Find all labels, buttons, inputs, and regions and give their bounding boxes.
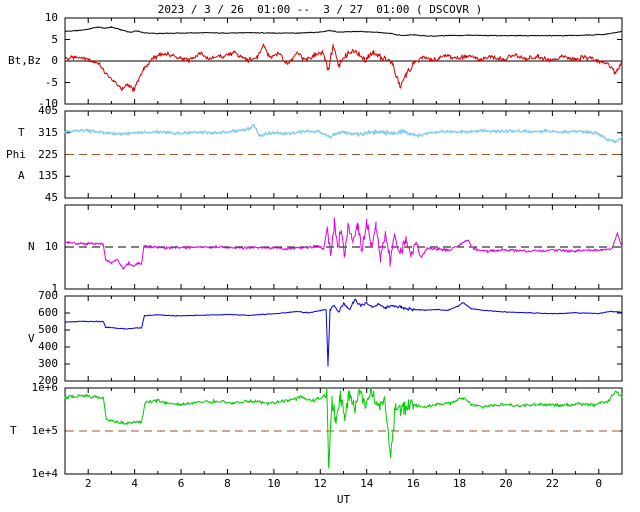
x-tick-label: 10 xyxy=(267,477,281,490)
series-phi-line xyxy=(64,123,623,144)
series-v-line xyxy=(64,298,623,367)
panel-frame xyxy=(64,295,623,382)
series-n-line xyxy=(64,217,623,270)
x-tick-label: 8 xyxy=(224,477,231,490)
series-bt-line xyxy=(64,26,623,37)
panel-temperature xyxy=(64,387,623,475)
y-tick-label: 200 xyxy=(38,374,58,387)
y-tick-label: 1 xyxy=(51,282,58,295)
x-axis-label: UT xyxy=(336,493,351,506)
axis-label-n: N xyxy=(28,240,35,253)
x-tick-label: 4 xyxy=(131,477,138,490)
y-tick-label: 225 xyxy=(38,147,58,161)
axis-label-t: T xyxy=(18,125,25,139)
series-t-line xyxy=(64,387,623,469)
y-tick-label: 135 xyxy=(38,169,58,183)
y-tick-label: 10 xyxy=(44,240,58,253)
y-tick-label: 0 xyxy=(51,54,58,67)
panel-speed xyxy=(64,295,623,382)
axis-label-a: A xyxy=(18,169,25,183)
x-tick-label: 12 xyxy=(313,477,327,490)
chart-title: 2023 / 3 / 26 01:00 -- 3 / 27 01:00 ( DS… xyxy=(157,3,483,16)
panel-bt-bz xyxy=(64,17,623,105)
y-tick-label: 400 xyxy=(38,340,58,353)
x-tick-label: 2 xyxy=(84,477,92,490)
y-tick-label: 1e+6 xyxy=(31,381,59,394)
y-tick-label: 315 xyxy=(38,125,58,139)
y-tick-label: 45 xyxy=(44,191,58,204)
x-tick-label: 0 xyxy=(595,477,603,490)
x-tick-label: 14 xyxy=(360,477,374,490)
series-bz-line xyxy=(64,43,623,93)
y-tick-label: 300 xyxy=(38,357,58,370)
x-tick-label: 6 xyxy=(177,477,185,490)
y-tick-label: -5 xyxy=(44,75,58,89)
panel-phi xyxy=(64,110,623,199)
y-tick-label: 405 xyxy=(38,104,58,117)
y-tick-label: 700 xyxy=(38,289,58,302)
x-tick-label: 16 xyxy=(406,477,420,490)
axis-label-btbz: Bt,Bz xyxy=(8,54,42,67)
y-tick-label: 1e+4 xyxy=(31,467,59,480)
x-tick-label: 22 xyxy=(545,477,559,490)
axis-label-v: V xyxy=(28,331,35,345)
x-tick-label: 18 xyxy=(452,477,467,490)
axis-label-phi: Phi xyxy=(6,147,26,161)
y-tick-label: 5 xyxy=(51,32,58,46)
x-tick-label: 20 xyxy=(499,477,513,490)
axis-label-t: T xyxy=(10,424,17,437)
y-tick-label: 500 xyxy=(38,323,58,336)
y-tick-label: 1e+5 xyxy=(31,424,59,437)
y-tick-label: 10 xyxy=(44,11,58,24)
panel-density xyxy=(64,204,623,290)
y-tick-label: 600 xyxy=(38,306,58,319)
y-tick-label: -10 xyxy=(38,97,58,110)
